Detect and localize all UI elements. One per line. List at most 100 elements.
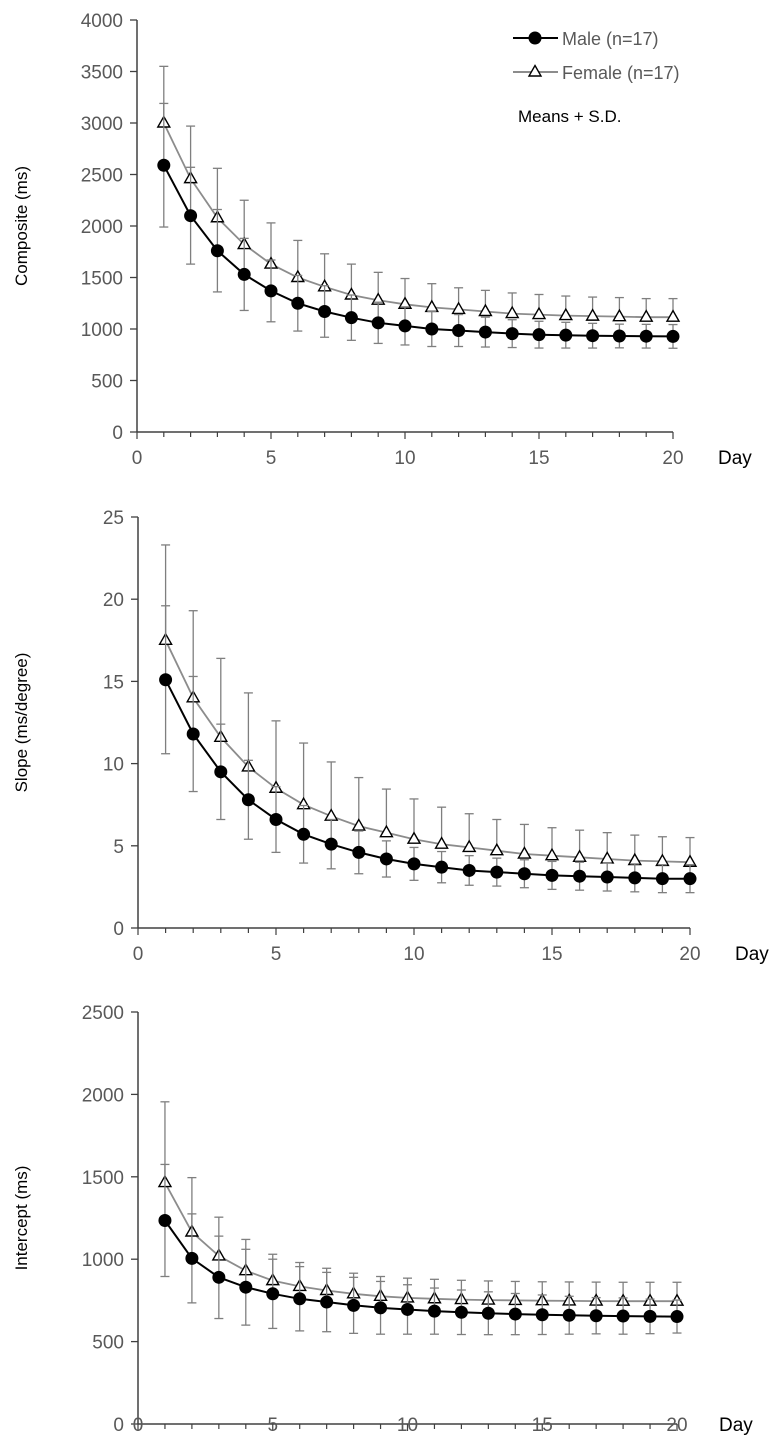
y-tick-label: 25 bbox=[103, 508, 124, 529]
female-data-point bbox=[612, 308, 627, 322]
x-tick-label: 10 bbox=[397, 1415, 418, 1436]
male-data-point bbox=[517, 867, 531, 881]
y-tick-label: 20 bbox=[103, 590, 124, 611]
male-data-point bbox=[505, 327, 519, 341]
male-data-point bbox=[184, 209, 198, 223]
male-data-point bbox=[427, 1304, 441, 1318]
y-tick-label: 1000 bbox=[82, 1250, 124, 1271]
male-series-line bbox=[164, 679, 690, 880]
male-data-point bbox=[266, 1287, 280, 1301]
male-data-point bbox=[666, 329, 680, 343]
y-tick-label: 1000 bbox=[81, 320, 123, 341]
intercept-chart: 0 500 1000 1500 2000 2500 0 5 10 15 20 Day Intercept… bbox=[12, 1003, 753, 1436]
slope-chart: 0 5 10 15 20 25 0 5 10 15 20 Day Slope (ms/degree) bbox=[12, 508, 769, 965]
x-tick-label: 20 bbox=[679, 944, 700, 965]
male-data-point bbox=[490, 865, 504, 879]
male-data-point bbox=[186, 727, 200, 741]
female-data-point bbox=[638, 309, 654, 322]
male-data-point bbox=[212, 1270, 226, 1284]
female-data-point bbox=[351, 818, 367, 831]
female-data-point bbox=[517, 846, 532, 859]
y-tick-label: 0 bbox=[112, 423, 123, 444]
male-data-point bbox=[628, 871, 642, 885]
male-data-point bbox=[586, 329, 600, 343]
male-data-point bbox=[454, 1305, 468, 1319]
male-data-point bbox=[532, 328, 546, 342]
male-data-point bbox=[239, 1280, 253, 1294]
y-tick-label: 0 bbox=[113, 1415, 124, 1436]
male-data-point bbox=[371, 316, 385, 330]
male-data-point bbox=[185, 1251, 199, 1265]
y-tick-label: 2000 bbox=[81, 217, 123, 238]
x-tick-label: 15 bbox=[532, 1415, 553, 1436]
male-data-point bbox=[612, 329, 626, 343]
y-axis-label: Composite (ms) bbox=[12, 166, 31, 286]
male-data-point bbox=[157, 158, 171, 172]
x-tick-label: 20 bbox=[666, 1415, 687, 1436]
male-data-point bbox=[643, 1309, 657, 1323]
male-data-point bbox=[401, 1302, 414, 1316]
y-tick-label: 3500 bbox=[81, 63, 123, 84]
female-data-point bbox=[461, 839, 477, 853]
male-data-point bbox=[655, 872, 669, 886]
male-data-point bbox=[600, 870, 614, 884]
female-data-point bbox=[406, 831, 422, 844]
female-data-point bbox=[434, 836, 449, 849]
male-data-point bbox=[683, 872, 697, 886]
female-data-point bbox=[489, 842, 505, 856]
male-data-point bbox=[324, 837, 338, 851]
y-axis-label: Slope (ms/degree) bbox=[12, 653, 31, 793]
male-data-point bbox=[425, 322, 439, 336]
x-tick-label: 5 bbox=[271, 944, 282, 965]
female-data-point bbox=[504, 305, 520, 319]
male-data-point bbox=[562, 1308, 576, 1322]
male-data-point bbox=[616, 1309, 630, 1323]
male-data-point bbox=[344, 311, 358, 325]
male-data-point bbox=[670, 1310, 684, 1324]
female-data-point bbox=[665, 309, 681, 322]
x-axis-label: Day bbox=[719, 1415, 753, 1436]
x-axis-label: Day bbox=[735, 944, 769, 965]
x-tick-label: 5 bbox=[266, 448, 277, 469]
legend-male-marker bbox=[528, 31, 542, 45]
male-data-point bbox=[481, 1306, 495, 1320]
male-data-point bbox=[573, 869, 587, 883]
female-data-point bbox=[558, 307, 574, 321]
y-tick-label: 2000 bbox=[82, 1085, 124, 1106]
y-tick-label: 10 bbox=[103, 755, 124, 776]
x-tick-label: 15 bbox=[541, 944, 562, 965]
male-data-point bbox=[407, 857, 421, 871]
female-series-line bbox=[162, 122, 673, 319]
male-data-point bbox=[291, 296, 305, 310]
male-data-point bbox=[379, 852, 393, 866]
male-data-point bbox=[210, 244, 224, 258]
legend-note: Means + S.D. bbox=[518, 107, 621, 126]
male-data-point bbox=[535, 1308, 549, 1322]
y-tick-label: 500 bbox=[91, 372, 123, 393]
female-data-point bbox=[655, 853, 670, 867]
male-data-point bbox=[478, 325, 492, 339]
male-data-point bbox=[639, 329, 653, 343]
female-data-point bbox=[379, 824, 394, 838]
female-data-point bbox=[599, 851, 615, 864]
y-tick-label: 1500 bbox=[81, 269, 123, 290]
y-tick-label: 3000 bbox=[81, 114, 123, 135]
male-data-point bbox=[398, 319, 412, 333]
x-tick-label: 0 bbox=[132, 448, 143, 469]
female-data-point bbox=[531, 306, 547, 320]
male-data-point bbox=[462, 863, 476, 877]
female-data-point bbox=[451, 301, 466, 315]
male-data-point bbox=[264, 284, 278, 298]
male-data-point bbox=[352, 845, 366, 859]
female-series-line bbox=[164, 639, 691, 864]
male-data-point bbox=[297, 827, 311, 841]
legend-female-marker bbox=[527, 64, 543, 77]
male-data-point bbox=[320, 1295, 334, 1309]
x-tick-label: 0 bbox=[133, 944, 144, 965]
male-data-point bbox=[545, 868, 559, 882]
male-data-point bbox=[237, 267, 251, 281]
male-data-point bbox=[374, 1301, 388, 1315]
male-data-point bbox=[452, 324, 466, 338]
y-tick-label: 5 bbox=[113, 837, 124, 858]
